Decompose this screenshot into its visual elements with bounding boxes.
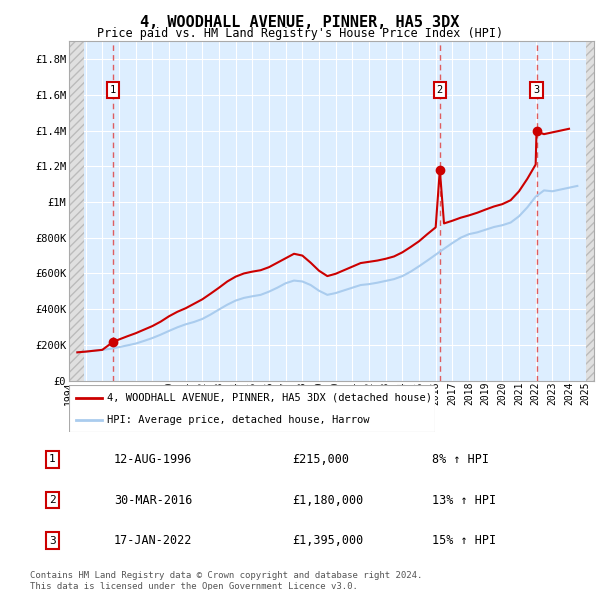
Text: 2: 2 (49, 495, 56, 505)
Text: HPI: Average price, detached house, Harrow: HPI: Average price, detached house, Harr… (107, 415, 370, 425)
Text: 8% ↑ HPI: 8% ↑ HPI (432, 453, 489, 466)
Text: 1: 1 (49, 454, 56, 464)
Text: £215,000: £215,000 (292, 453, 349, 466)
Text: 2: 2 (437, 85, 443, 95)
Text: 30-MAR-2016: 30-MAR-2016 (114, 493, 192, 507)
Bar (69, 41, 85, 381)
Text: Price paid vs. HM Land Registry's House Price Index (HPI): Price paid vs. HM Land Registry's House … (97, 27, 503, 40)
Text: 17-JAN-2022: 17-JAN-2022 (114, 534, 192, 547)
Text: Contains HM Land Registry data © Crown copyright and database right 2024.
This d: Contains HM Land Registry data © Crown c… (30, 571, 422, 590)
Text: 4, WOODHALL AVENUE, PINNER, HA5 3DX: 4, WOODHALL AVENUE, PINNER, HA5 3DX (140, 15, 460, 30)
Text: 1: 1 (110, 85, 116, 95)
Text: 3: 3 (49, 536, 56, 546)
Text: 4, WOODHALL AVENUE, PINNER, HA5 3DX (detached house): 4, WOODHALL AVENUE, PINNER, HA5 3DX (det… (107, 393, 433, 403)
Text: 13% ↑ HPI: 13% ↑ HPI (432, 493, 496, 507)
Text: 15% ↑ HPI: 15% ↑ HPI (432, 534, 496, 547)
Text: 12-AUG-1996: 12-AUG-1996 (114, 453, 192, 466)
Text: £1,180,000: £1,180,000 (292, 493, 364, 507)
Text: £1,395,000: £1,395,000 (292, 534, 364, 547)
Text: 3: 3 (533, 85, 539, 95)
Bar (586, 41, 594, 381)
